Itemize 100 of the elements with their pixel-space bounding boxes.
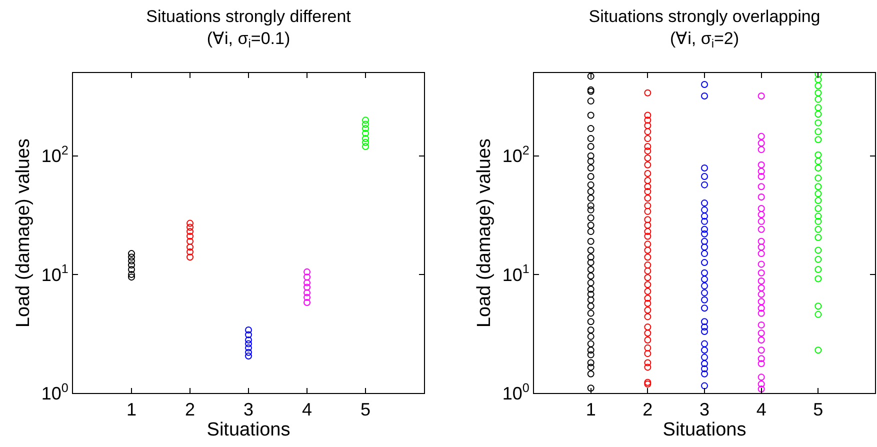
point xyxy=(758,360,765,368)
point xyxy=(814,110,822,118)
point xyxy=(128,262,135,269)
y-tick-label: 10$^{1}$ xyxy=(502,262,530,285)
point xyxy=(814,234,822,241)
point xyxy=(362,135,369,142)
point xyxy=(758,321,765,328)
point xyxy=(758,250,765,258)
point xyxy=(701,80,708,88)
point xyxy=(644,232,652,240)
point xyxy=(587,125,594,132)
point xyxy=(644,128,652,136)
point xyxy=(814,82,822,90)
x-axis-title: Situations xyxy=(206,420,290,441)
x-axis-title: Situations xyxy=(662,420,746,441)
point xyxy=(644,378,652,386)
point xyxy=(587,172,594,180)
y-axis-title: Load (damage) values xyxy=(474,138,496,328)
y-tick-label: 10$^{2}$ xyxy=(502,144,530,166)
point xyxy=(186,220,194,227)
point xyxy=(814,158,822,165)
x-tick-label: 5 xyxy=(360,400,371,420)
x-tick-label: 4 xyxy=(302,400,312,420)
point xyxy=(644,216,652,224)
point xyxy=(814,275,822,282)
point xyxy=(814,266,822,274)
point xyxy=(587,164,594,172)
point xyxy=(814,226,822,233)
point xyxy=(814,212,822,220)
point xyxy=(362,125,369,132)
point xyxy=(644,350,652,358)
point xyxy=(587,332,594,340)
point xyxy=(644,246,652,254)
point xyxy=(758,278,765,285)
point xyxy=(644,254,652,261)
point xyxy=(758,284,765,292)
point xyxy=(758,92,765,100)
point xyxy=(758,330,765,337)
point xyxy=(701,318,708,326)
point xyxy=(758,161,765,168)
point xyxy=(587,214,594,222)
point xyxy=(758,140,765,147)
point xyxy=(587,286,594,293)
point xyxy=(701,328,708,336)
point xyxy=(644,240,652,248)
point xyxy=(758,298,765,306)
point xyxy=(644,330,652,337)
point xyxy=(587,142,594,150)
x-tick-label: 1 xyxy=(126,400,137,420)
point xyxy=(701,360,708,368)
point xyxy=(186,228,194,236)
point xyxy=(644,154,652,162)
point xyxy=(701,296,708,304)
point xyxy=(304,274,310,281)
point xyxy=(587,112,594,119)
point xyxy=(644,364,652,371)
point xyxy=(701,365,708,372)
point xyxy=(644,142,652,150)
point xyxy=(587,302,594,310)
point xyxy=(758,204,765,212)
point xyxy=(644,281,652,288)
y-tick-label: 10$^{0}$ xyxy=(41,380,68,404)
point xyxy=(758,183,765,190)
point xyxy=(701,276,708,283)
point xyxy=(362,130,369,137)
point xyxy=(644,294,652,302)
point xyxy=(245,336,252,344)
point xyxy=(644,380,652,388)
point xyxy=(128,254,135,261)
point xyxy=(758,346,765,354)
y-tick-label: 10$^{2}$ xyxy=(41,144,68,166)
point xyxy=(186,238,194,245)
point xyxy=(304,294,310,301)
point xyxy=(644,313,652,320)
point xyxy=(245,344,252,352)
point xyxy=(701,226,708,233)
point xyxy=(644,336,652,344)
point xyxy=(587,318,594,326)
chart-subtitle: (∀i, σ$_{i}$=2) xyxy=(670,29,740,51)
point xyxy=(814,174,822,182)
point xyxy=(644,228,652,236)
point xyxy=(587,359,594,366)
point xyxy=(758,146,765,154)
point xyxy=(644,161,652,168)
point xyxy=(587,158,594,165)
point xyxy=(701,200,708,207)
point xyxy=(758,304,765,312)
point xyxy=(186,254,194,261)
point xyxy=(814,218,822,225)
point xyxy=(587,238,594,245)
point xyxy=(701,244,708,251)
point xyxy=(701,212,708,220)
point xyxy=(814,197,822,204)
point xyxy=(701,324,708,331)
point xyxy=(587,296,594,304)
point xyxy=(644,135,652,142)
point xyxy=(814,183,822,190)
point xyxy=(701,230,708,238)
point xyxy=(186,248,194,256)
point xyxy=(587,364,594,371)
